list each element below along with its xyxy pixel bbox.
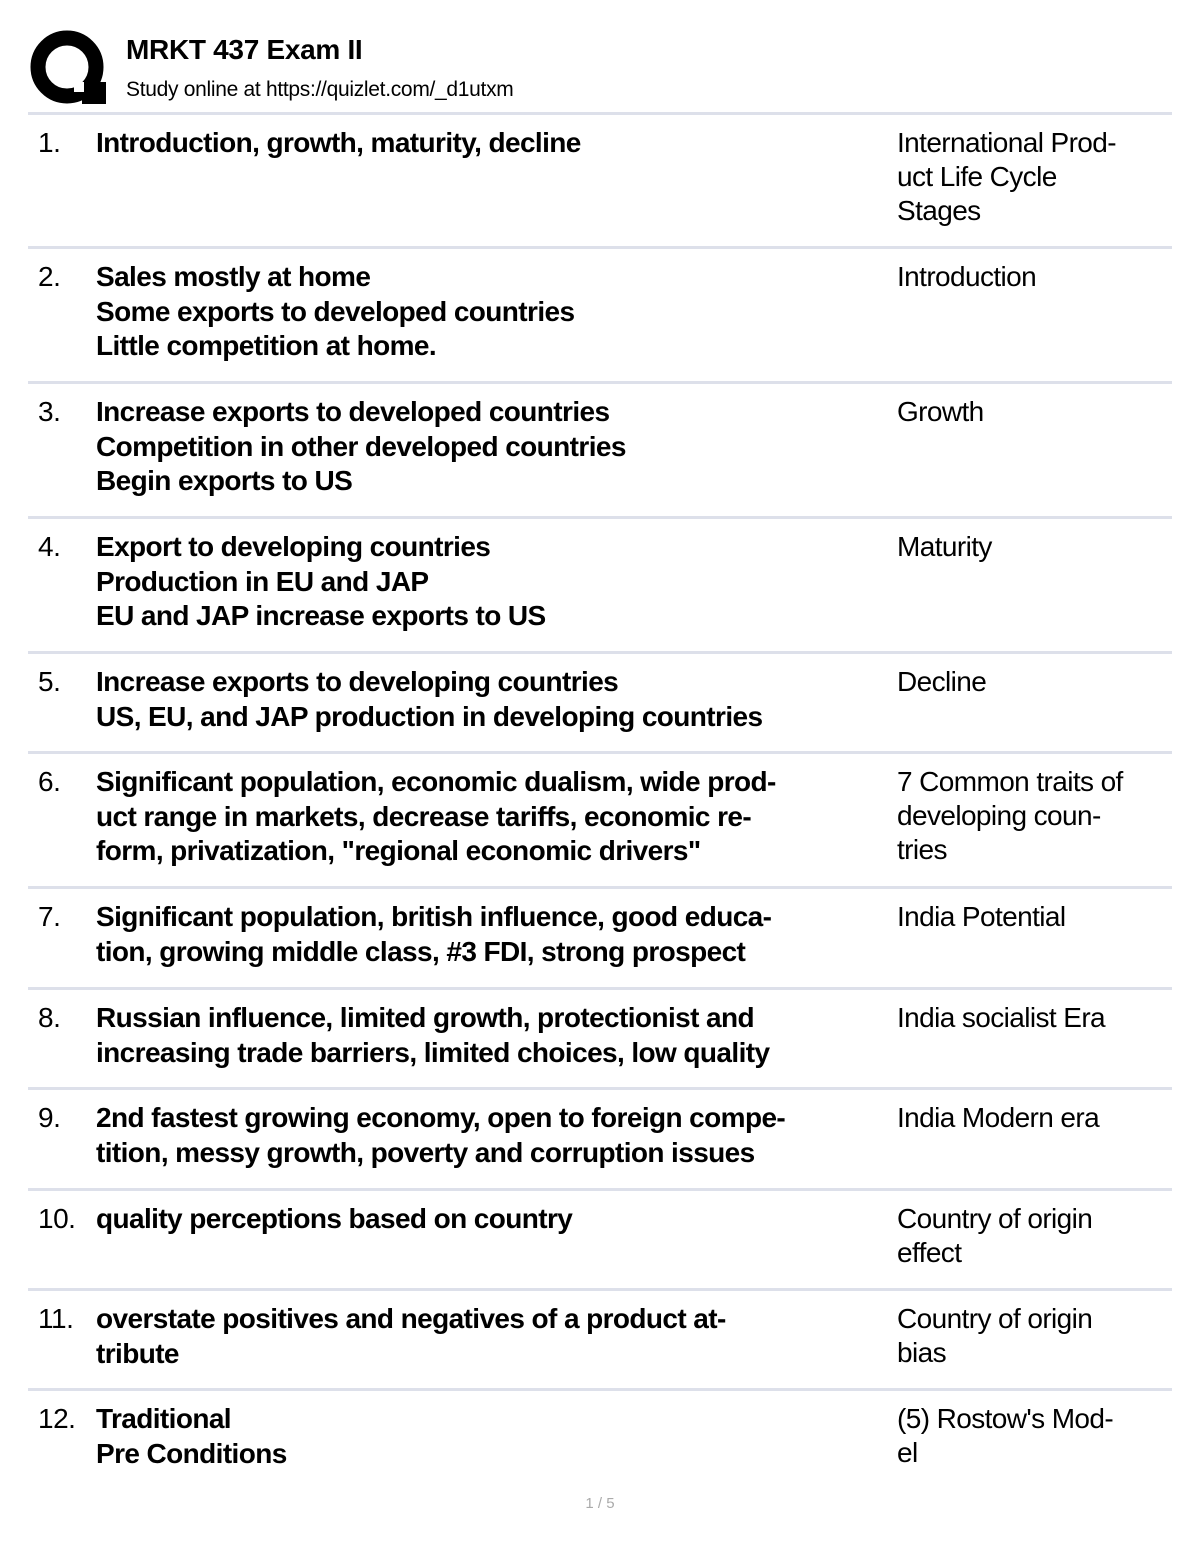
flashcard-row: 11. overstate positives and negatives of …: [28, 1291, 1172, 1391]
card-term: overstate positives and negatives of a p…: [96, 1303, 726, 1369]
card-definition: Growth: [897, 396, 984, 427]
card-term: Significant population, british influenc…: [96, 901, 772, 967]
flashcard-row: 8. Russian influence, limited growth, pro…: [28, 990, 1172, 1090]
card-term: Increase exports to developed countries …: [96, 396, 626, 496]
card-definition: India Potential: [897, 901, 1066, 932]
card-term: 2nd fastest growing economy, open to for…: [96, 1102, 786, 1168]
card-definition: India socialist Era: [897, 1002, 1106, 1033]
document-title: MRKT 437 Exam II: [126, 34, 363, 65]
card-definition: Country of origin bias: [897, 1303, 1093, 1368]
card-term: quality perceptions based on country: [96, 1203, 573, 1234]
card-definition: Introduction: [897, 261, 1037, 292]
card-term: Export to developing countries Productio…: [96, 531, 546, 631]
card-term: Increase exports to developing countries…: [96, 666, 763, 732]
card-number: 10.: [38, 1203, 76, 1234]
quizlet-q-logo-icon: [30, 30, 106, 104]
card-definition: Decline: [897, 666, 987, 697]
flashcard-row: 12. Traditional Pre Conditions (5) Rostow'…: [28, 1391, 1172, 1481]
card-number: 11.: [38, 1303, 74, 1334]
flashcard-row: 4. Export to developing countries Product…: [28, 519, 1172, 654]
flashcard-row: 6. Significant population, economic duali…: [28, 754, 1172, 889]
document-header: MRKT 437 Exam II Study online at https:/…: [28, 28, 1172, 113]
study-online-link[interactable]: Study online at https://quizlet.com/_d1u…: [126, 78, 514, 101]
card-number: 8.: [38, 1002, 61, 1033]
header-divider: [28, 112, 1172, 115]
card-number: 12.: [38, 1403, 76, 1434]
card-term: Traditional Pre Conditions: [96, 1403, 287, 1469]
card-number: 1.: [38, 127, 61, 158]
card-term: Introduction, growth, maturity, decline: [96, 127, 581, 158]
card-definition: (5) Rostow's Mod- el: [897, 1403, 1114, 1468]
card-definition: Country of origin effect: [897, 1203, 1093, 1268]
card-definition: 7 Common traits of developing coun- trie…: [897, 766, 1123, 865]
card-number: 2.: [38, 261, 61, 292]
card-number: 9.: [38, 1102, 61, 1133]
flashcard-row: 3. Increase exports to developed countrie…: [28, 384, 1172, 519]
card-definition: Maturity: [897, 531, 992, 562]
card-number: 3.: [38, 396, 61, 427]
flashcard-row: 5. Increase exports to developing countri…: [28, 654, 1172, 754]
card-term: Russian influence, limited growth, prote…: [96, 1002, 770, 1068]
card-number: 7.: [38, 901, 61, 932]
card-number: 4.: [38, 531, 61, 562]
card-number: 6.: [38, 766, 61, 797]
page-indicator: 1 / 5: [585, 1495, 615, 1512]
card-term: Significant population, economic dualism…: [96, 766, 776, 866]
flashcard-list: 1. Introduction, growth, maturity, declin…: [28, 115, 1172, 1481]
card-term: Sales mostly at home Some exports to dev…: [96, 261, 575, 361]
flashcard-row: 9. 2nd fastest growing economy, open to f…: [28, 1090, 1172, 1191]
card-definition: International Prod- uct Life Cycle Stage…: [897, 127, 1117, 226]
flashcard-row: 7. Significant population, british influe…: [28, 889, 1172, 990]
flashcard-row: 2. Sales mostly at home Some exports to d…: [28, 249, 1172, 384]
card-definition: India Modern era: [897, 1102, 1100, 1133]
card-number: 5.: [38, 666, 61, 697]
flashcard-row: 1. Introduction, growth, maturity, declin…: [28, 115, 1172, 249]
flashcard-row: 10. quality perceptions based on country C…: [28, 1191, 1172, 1291]
